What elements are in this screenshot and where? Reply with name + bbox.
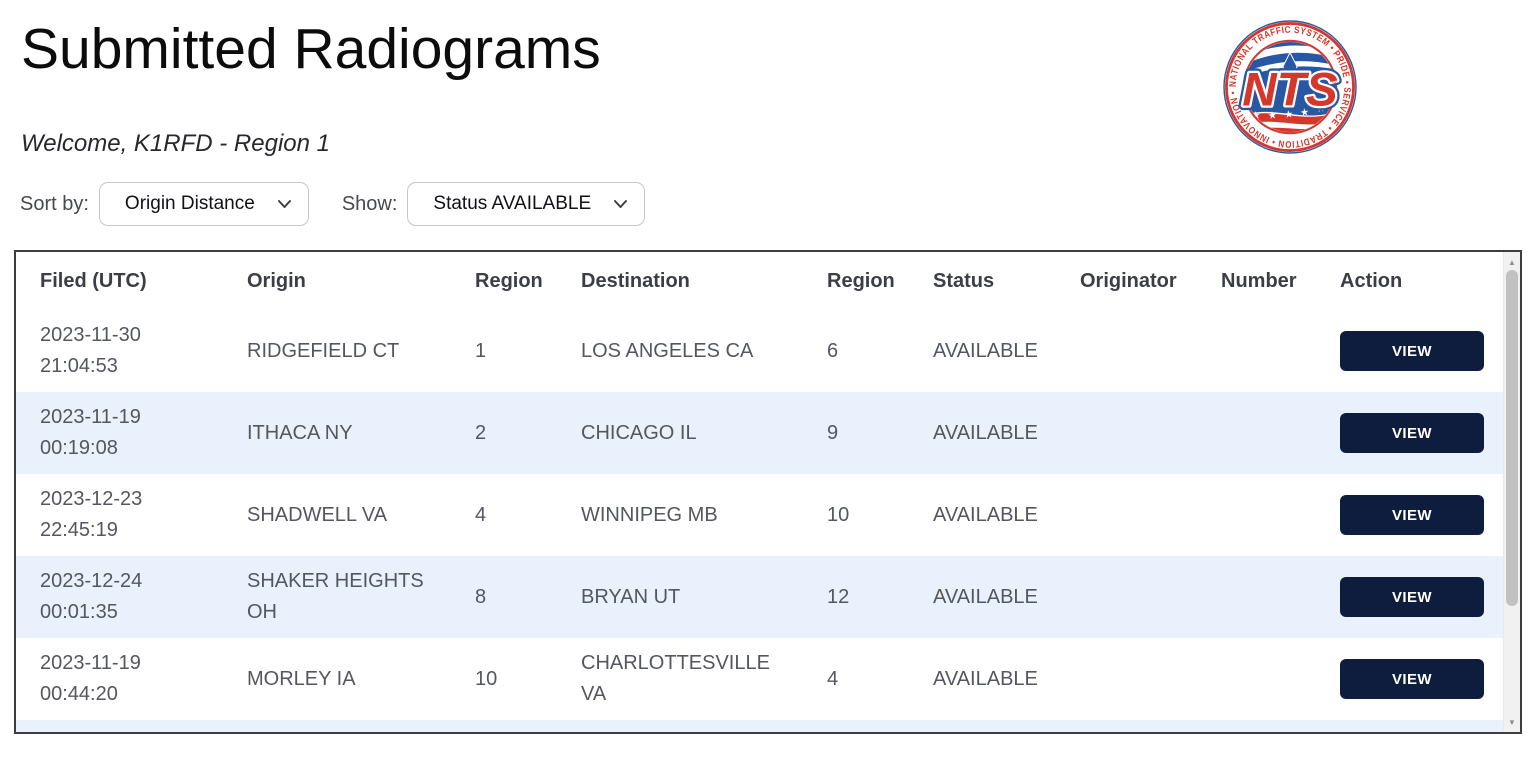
origin-region-cell: 4	[475, 503, 487, 526]
sort-select-value: Origin Distance	[124, 193, 255, 214]
destination-cell: BRYAN UT	[581, 585, 681, 608]
table-row: 2023-11-19 00:44:20 MORLEY IA 10 CHARLOTT…	[16, 638, 1520, 720]
show-label: Show:	[341, 192, 398, 215]
svg-text:®: ®	[1332, 77, 1338, 85]
svg-text:★: ★	[1315, 103, 1325, 115]
destination-region-cell: 4	[827, 667, 839, 690]
scroll-up-icon[interactable]: ▲	[1508, 257, 1516, 267]
origin-cell: SHAKER HEIGHTS OH	[247, 570, 424, 623]
destination-cell: WINNIPEG MB	[581, 503, 718, 526]
svg-text:★: ★	[1267, 110, 1277, 122]
filed-cell: 2023-12-24 00:01:35	[40, 570, 143, 623]
view-button[interactable]: VIEW	[1340, 577, 1484, 617]
header-origin-region: Region	[475, 269, 543, 292]
destination-region-cell: 10	[827, 503, 850, 526]
origin-cell: MORLEY IA	[247, 667, 356, 690]
status-cell: AVAILABLE	[933, 667, 1038, 690]
table-row: 2023-12-24 00:01:35 SHAKER HEIGHTS OH 8 B…	[16, 556, 1520, 638]
svg-text:★: ★	[1251, 110, 1261, 122]
origin-region-cell: 8	[475, 585, 487, 608]
header-origin: Origin	[247, 269, 306, 292]
scroll-down-icon[interactable]: ▼	[1508, 717, 1516, 727]
action-cell: VIEW	[1340, 413, 1520, 453]
origin-region-cell: 2	[475, 421, 487, 444]
chevron-down-icon	[277, 199, 292, 209]
table-row: 2023-11-30 21:04:53 RIDGEFIELD CT 1 LOS A…	[16, 310, 1520, 392]
svg-text:NTS: NTS	[1242, 63, 1338, 116]
view-button[interactable]: VIEW	[1340, 413, 1484, 453]
destination-region-cell: 6	[827, 339, 839, 362]
destination-cell: CHARLOTTESVILLE VA	[581, 652, 770, 705]
view-button[interactable]: VIEW	[1340, 659, 1484, 699]
table-row: 2023-12-23 22:45:19 SHADWELL VA 4 WINNIPE…	[16, 474, 1520, 556]
action-cell: VIEW	[1340, 659, 1520, 699]
origin-cell: ITHACA NY	[247, 421, 353, 444]
destination-cell: LOS ANGELES CA	[581, 339, 754, 362]
svg-text:NTS: NTS	[1242, 63, 1338, 116]
filed-cell: 2023-11-30 21:04:53	[40, 324, 141, 377]
status-cell: AVAILABLE	[933, 503, 1038, 526]
origin-cell: RIDGEFIELD CT	[247, 339, 400, 362]
destination-cell: CHICAGO IL	[581, 421, 697, 444]
header-action: Action	[1340, 269, 1403, 292]
radiograms-table: Filed (UTC) Origin Region Destination Re…	[14, 250, 1522, 734]
sort-select[interactable]: Origin Distance	[98, 182, 309, 226]
header-filed: Filed (UTC)	[40, 269, 147, 292]
header-originator: Originator	[1080, 269, 1177, 292]
next-row-partial	[16, 720, 1520, 732]
show-select-value: Status AVAILABLE	[433, 193, 592, 214]
sort-by-label: Sort by:	[20, 192, 89, 215]
view-button[interactable]: VIEW	[1340, 495, 1484, 535]
status-cell: AVAILABLE	[933, 585, 1038, 608]
table-header-row: Filed (UTC) Origin Region Destination Re…	[16, 252, 1520, 310]
table-body: 2023-11-30 21:04:53 RIDGEFIELD CT 1 LOS A…	[16, 310, 1520, 720]
origin-cell: SHADWELL VA	[247, 503, 388, 526]
filter-controls: Sort by: Origin Distance Show: Status AV…	[20, 182, 646, 226]
action-cell: VIEW	[1340, 577, 1520, 617]
origin-region-cell: 1	[475, 339, 487, 362]
welcome-text: Welcome, K1RFD - Region 1	[21, 130, 330, 157]
show-select[interactable]: Status AVAILABLE	[407, 182, 646, 226]
svg-text:★: ★	[1283, 109, 1293, 121]
table-scrollbar[interactable]: ▲ ▼	[1503, 252, 1520, 732]
status-cell: AVAILABLE	[933, 421, 1038, 444]
svg-text:★: ★	[1300, 107, 1310, 119]
chevron-down-icon	[613, 199, 628, 209]
origin-region-cell: 10	[475, 667, 498, 690]
header-destination-region: Region	[827, 269, 895, 292]
page-title: Submitted Radiograms	[21, 17, 601, 81]
action-cell: VIEW	[1340, 495, 1520, 535]
filed-cell: 2023-11-19 00:19:08	[40, 406, 141, 459]
table-row: 2023-11-19 00:19:08 ITHACA NY 2 CHICAGO I…	[16, 392, 1520, 474]
svg-text:NTS: NTS	[1242, 63, 1338, 116]
filed-cell: 2023-11-19 00:44:20	[40, 652, 141, 705]
destination-region-cell: 9	[827, 421, 839, 444]
header-number: Number	[1221, 269, 1297, 292]
action-cell: VIEW	[1340, 331, 1520, 371]
view-button[interactable]: VIEW	[1340, 331, 1484, 371]
filed-cell: 2023-12-23 22:45:19	[40, 488, 143, 541]
destination-region-cell: 12	[827, 585, 850, 608]
header-destination: Destination	[581, 269, 690, 292]
scrollbar-thumb[interactable]	[1506, 270, 1518, 606]
nts-logo: NATIONAL TRAFFIC SYSTEM • PRIDE • SERVIC…	[1223, 20, 1357, 154]
status-cell: AVAILABLE	[933, 339, 1038, 362]
header-status: Status	[933, 269, 995, 292]
